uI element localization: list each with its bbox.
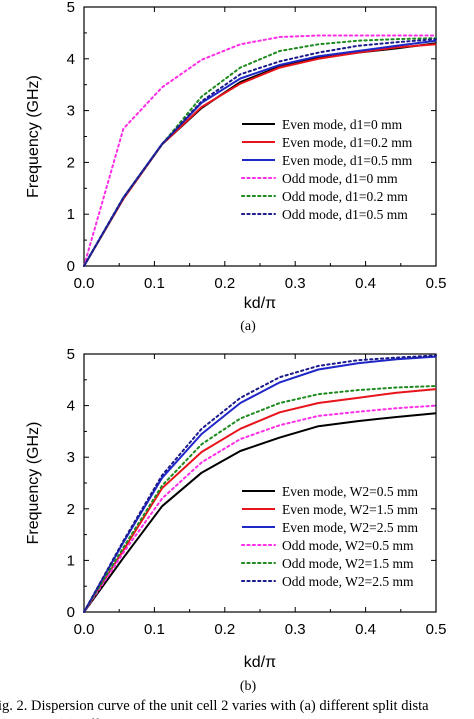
legend-entry: Even mode, d1=0.2 mm	[282, 135, 413, 150]
x-tick-label: 0.1	[144, 621, 165, 638]
caption-line-2: 2 and (b) different width, W2.	[22, 717, 196, 719]
y-tick-label: 2	[67, 154, 75, 171]
y-tick-label: 2	[67, 501, 75, 518]
series-line-2	[83, 388, 437, 613]
y-tick-label: 4	[67, 398, 75, 415]
y-tick-label: 0	[67, 604, 75, 621]
legend-entry: Odd mode, d1=0.2 mm	[282, 189, 408, 204]
x-tick-label: 0.0	[74, 275, 95, 292]
y-tick-label: 1	[67, 206, 75, 223]
y-tick-label: 3	[67, 103, 75, 120]
series-line-6	[83, 38, 437, 267]
legend-entry: Odd mode, d1=0.5 mm	[282, 207, 408, 222]
x-tick-label: 0.3	[285, 621, 306, 638]
legend-entry: Odd mode, d1=0 mm	[282, 171, 398, 186]
series-line-4	[83, 34, 437, 267]
legend-entry: Odd mode, W2=0.5 mm	[282, 538, 414, 553]
legend-entry: Even mode, W2=0.5 mm	[282, 484, 418, 499]
legend-entry: Even mode, d1=0.5 mm	[282, 153, 413, 168]
x-tick-label: 0.4	[355, 621, 376, 638]
y-tick-label: 5	[67, 0, 75, 16]
x-axis-label: kd/π	[244, 654, 276, 671]
x-axis-label: kd/π	[244, 295, 276, 312]
y-axis-label: Frequency (GHz)	[25, 422, 42, 545]
legend-entry: Even mode, W2=2.5 mm	[282, 520, 418, 535]
series-line-3	[83, 39, 437, 267]
legend-entry: Odd mode, W2=1.5 mm	[282, 556, 414, 571]
legend-entry: Even mode, W2=1.5 mm	[282, 502, 418, 517]
x-tick-label: 0.3	[285, 275, 306, 292]
chart-panel-b: 0.0 0.1 0.2 0.3 0.4 0.5 0 1 2 3 4 5 kd/π Frequency (G…	[25, 346, 446, 694]
series-line-4	[83, 404, 437, 613]
series-line-5	[83, 385, 437, 613]
x-tick-label: 0.4	[355, 275, 376, 292]
y-tick-label: 3	[67, 449, 75, 466]
x-tick-label: 0.1	[144, 275, 165, 292]
series-line-6	[83, 354, 437, 613]
series-line-1	[83, 412, 437, 613]
y-tick-label: 5	[67, 346, 75, 363]
y-tick-label: 0	[67, 258, 75, 275]
x-tick-label: 0.2	[214, 621, 235, 638]
panel-label: (b)	[240, 679, 257, 694]
x-tick-label: 0.5	[426, 621, 447, 638]
y-tick-label: 1	[67, 552, 75, 569]
legend-entry: Even mode, d1=0 mm	[282, 117, 403, 132]
series-line-5	[83, 37, 437, 267]
legend: Even mode, W2=0.5 mm Even mode, W2=1.5 mm…	[241, 484, 418, 589]
series-line-3	[83, 355, 437, 613]
figure-caption: ig. 2. Dispersion curve of the unit cell…	[0, 698, 429, 719]
legend: Even mode, d1=0 mm Even mode, d1=0.2 mm Ev…	[241, 117, 413, 222]
y-axis-label: Frequency (GHz)	[25, 75, 42, 198]
caption-line-1: ig. 2. Dispersion curve of the unit cell…	[0, 698, 429, 714]
legend-entry: Odd mode, W2=2.5 mm	[282, 574, 414, 589]
x-tick-label: 0.0	[74, 621, 95, 638]
chart-panel-a: 0.0 0.1 0.2 0.3 0.4 0.5 0 1 2 3 4 5 kd/π Frequency (G…	[25, 0, 446, 334]
y-tick-label: 4	[67, 51, 75, 68]
panel-label: (a)	[240, 319, 256, 334]
x-tick-label: 0.2	[214, 275, 235, 292]
x-tick-label: 0.5	[426, 275, 447, 292]
